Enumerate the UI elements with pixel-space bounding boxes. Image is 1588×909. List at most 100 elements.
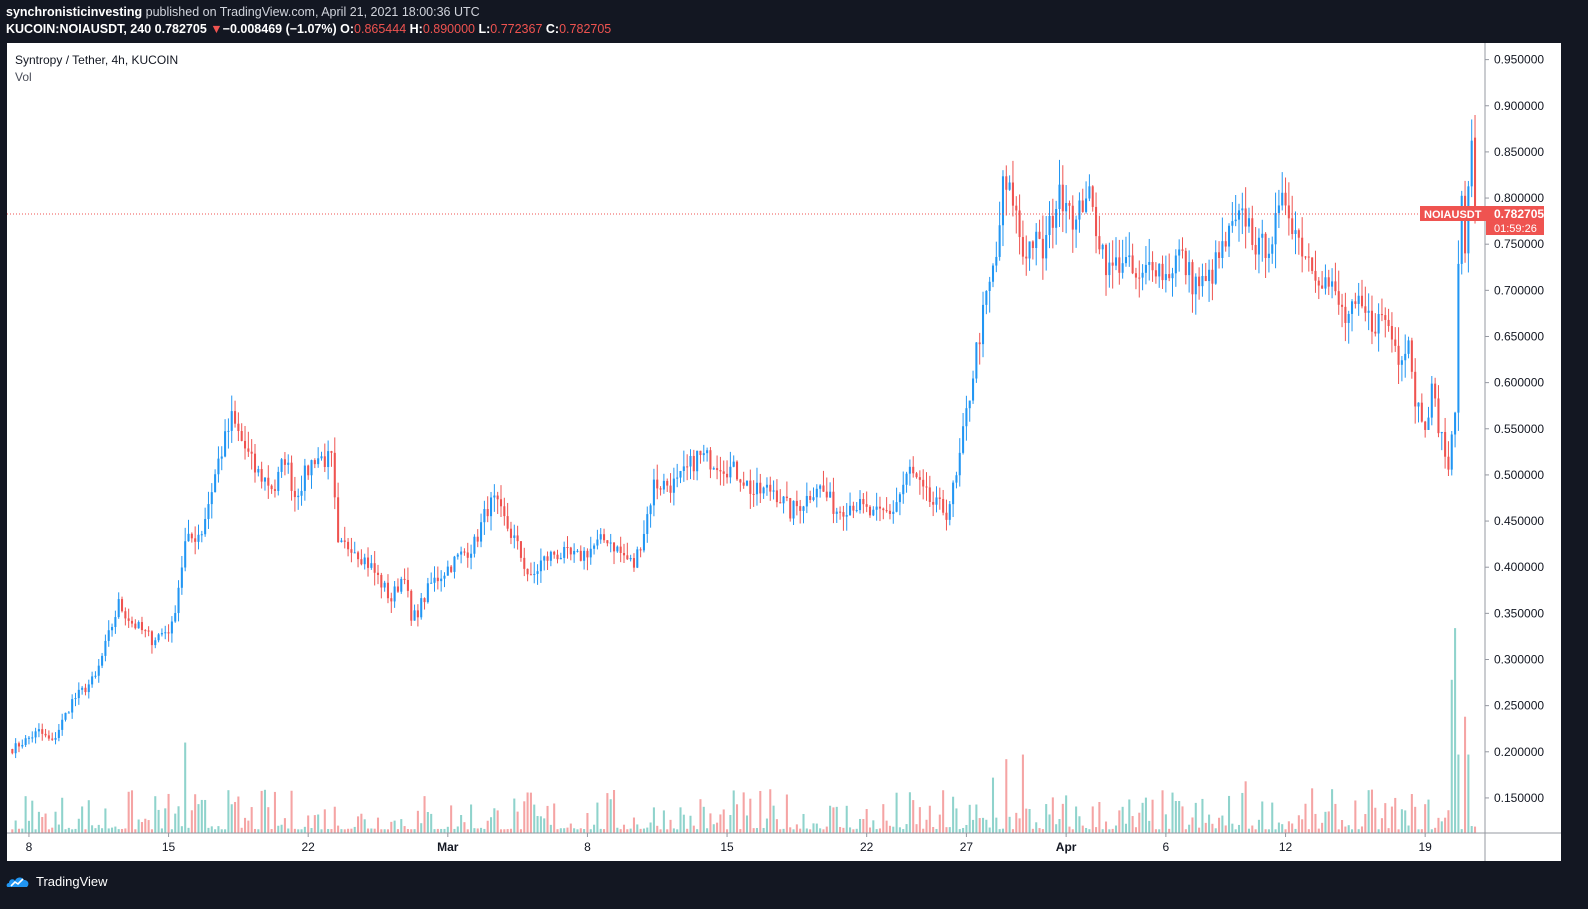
volume-bar — [862, 819, 865, 833]
candle-body — [1347, 313, 1350, 323]
chart-legend-title[interactable]: Syntropy / Tether, 4h, KUCOIN — [15, 53, 179, 67]
candle-body — [529, 574, 532, 576]
volume-bar — [1101, 829, 1104, 833]
volume-bar — [583, 829, 586, 833]
footer-logo[interactable]: TradingView — [6, 872, 108, 890]
volume-bar — [1204, 822, 1207, 833]
candle-body — [1028, 241, 1031, 259]
candle-body — [111, 627, 114, 631]
candle-body — [1473, 137, 1477, 215]
candle-body — [1194, 276, 1197, 295]
volume-bar — [1301, 819, 1304, 833]
candle-body — [785, 496, 788, 499]
volume-bar — [31, 800, 34, 833]
volume-bar — [755, 828, 759, 833]
volume-bar — [84, 829, 87, 833]
volume-bar — [536, 816, 539, 833]
candle-body — [120, 599, 124, 612]
volume-bar — [393, 820, 396, 833]
volume-bar — [1194, 802, 1197, 833]
volume-bar — [130, 790, 134, 833]
candle-body — [912, 466, 915, 474]
volume-bar — [11, 829, 14, 833]
volume-bar — [1264, 829, 1267, 833]
candle-body — [1114, 257, 1118, 266]
candle-body — [629, 558, 632, 560]
candle-body — [440, 578, 443, 582]
candle-body — [107, 630, 110, 641]
price-chart-svg[interactable]: 0.950000 0.900000 0.850000 0.800000 0.750000… — [7, 43, 1561, 861]
volume-bar — [1237, 824, 1241, 833]
volume-bar — [1231, 823, 1234, 833]
candle-body — [420, 598, 423, 618]
volume-bar — [440, 828, 443, 833]
volume-bar — [1304, 803, 1307, 833]
volume-bar — [839, 826, 842, 833]
candle-body — [413, 610, 416, 621]
volume-bar — [184, 742, 187, 833]
volume-legend[interactable]: Vol — [15, 70, 32, 84]
candle-body — [533, 573, 536, 575]
candle-body — [277, 471, 280, 491]
volume-bar — [240, 827, 243, 833]
price-tick-label: 0.350000 — [1494, 606, 1544, 620]
volume-bar — [1221, 815, 1224, 833]
volume-bar — [410, 829, 413, 833]
chart-panel[interactable]: 0.950000 0.900000 0.850000 0.800000 0.750000… — [7, 43, 1561, 861]
volume-bar — [204, 799, 207, 833]
candle-body — [519, 541, 522, 558]
candle-body — [1025, 256, 1028, 259]
volume-bar — [1324, 811, 1327, 833]
candle-body — [1144, 264, 1147, 273]
volume-bar — [24, 796, 27, 833]
volume-bar — [865, 809, 868, 833]
candle-body — [67, 712, 70, 714]
volume-bar — [247, 820, 250, 833]
symbol-interval[interactable]: KUCOIN:NOIAUSDT, 240 — [6, 22, 152, 36]
volume-bar — [1048, 814, 1051, 833]
candle-body — [875, 506, 878, 510]
candle-body — [606, 540, 609, 544]
candle-body — [340, 540, 343, 543]
candle-body — [1324, 277, 1327, 289]
candle-body — [1218, 252, 1221, 259]
volume-bar — [67, 827, 70, 833]
volume-bar — [639, 828, 642, 833]
volume-bar — [819, 828, 822, 833]
volume-bar — [114, 826, 117, 833]
candle-body — [51, 738, 54, 740]
volume-bar — [573, 828, 576, 833]
volume-bar — [1284, 829, 1287, 833]
volume-bar — [416, 810, 419, 833]
candle-body — [1184, 250, 1187, 276]
author-name[interactable]: synchronisticinvesting — [6, 5, 143, 19]
volume-bar — [170, 829, 173, 833]
volume-bar — [682, 814, 685, 833]
tradingview-cloud-icon — [6, 877, 29, 887]
volume-bar — [649, 822, 652, 833]
volume-bar — [160, 828, 163, 833]
candle-body — [885, 510, 888, 512]
candle-body — [489, 497, 493, 517]
candle-body — [586, 550, 589, 558]
volume-bar — [1011, 829, 1014, 833]
volume-bar — [799, 828, 802, 833]
volume-bar — [44, 813, 47, 833]
volume-bar — [1437, 817, 1440, 833]
candle-body — [1271, 244, 1274, 254]
volume-bar — [197, 804, 200, 833]
candle-body — [805, 495, 808, 507]
volume-bar — [1267, 829, 1270, 833]
volume-bar — [406, 829, 409, 833]
volume-bar — [533, 804, 536, 833]
candle-body — [1154, 270, 1157, 277]
candle-body — [759, 482, 762, 494]
volume-bar — [569, 823, 572, 833]
candle-body — [463, 551, 466, 553]
volume-bar — [403, 826, 406, 833]
volume-bar — [1394, 797, 1397, 833]
candle-body — [1331, 281, 1334, 287]
volume-bar — [144, 818, 147, 833]
candle-body — [416, 610, 419, 618]
volume-bar — [390, 821, 393, 833]
